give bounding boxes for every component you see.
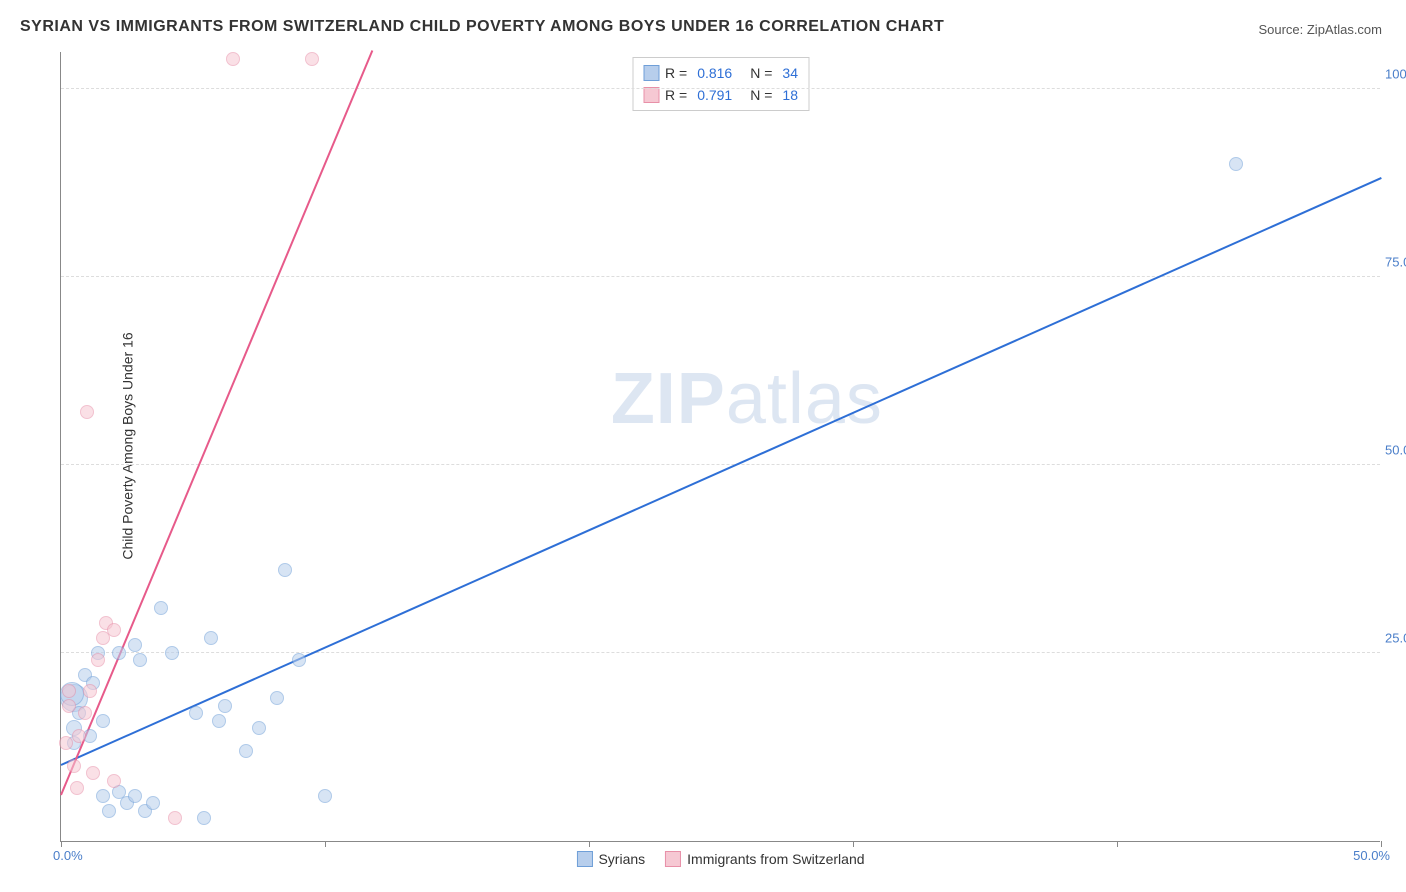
scatter-point: [59, 736, 73, 750]
legend-r-label: R =: [665, 62, 687, 84]
scatter-point: [218, 699, 232, 713]
watermark: ZIPatlas: [611, 358, 883, 440]
legend-series-name: Syrians: [598, 851, 645, 867]
scatter-point: [270, 691, 284, 705]
scatter-point: [107, 774, 121, 788]
scatter-point: [168, 811, 182, 825]
scatter-point: [107, 623, 121, 637]
y-tick-label: 25.0%: [1385, 630, 1406, 645]
scatter-point: [146, 796, 160, 810]
scatter-point: [133, 653, 147, 667]
watermark-bold: ZIP: [611, 359, 726, 439]
legend-n-label: N =: [750, 62, 772, 84]
scatter-point: [318, 789, 332, 803]
scatter-point: [197, 811, 211, 825]
legend-item: Syrians: [576, 851, 645, 867]
scatter-point: [72, 729, 86, 743]
scatter-point: [86, 766, 100, 780]
y-tick-label: 75.0%: [1385, 254, 1406, 269]
scatter-point: [80, 405, 94, 419]
legend-n-value: 34: [782, 62, 798, 84]
watermark-rest: atlas: [726, 359, 883, 439]
scatter-point: [128, 789, 142, 803]
gridline-h: [61, 464, 1380, 465]
x-tick-mark: [325, 841, 326, 847]
legend-swatch: [643, 65, 659, 81]
scatter-point: [305, 52, 319, 66]
correlation-legend: R =0.816N =34R =0.791N =18: [632, 57, 809, 111]
x-tick-mark: [1117, 841, 1118, 847]
regression-line: [61, 177, 1382, 766]
legend-r-value: 0.816: [697, 62, 732, 84]
legend-swatch: [665, 851, 681, 867]
scatter-point: [154, 601, 168, 615]
scatter-point: [252, 721, 266, 735]
scatter-point: [96, 789, 110, 803]
scatter-point: [62, 699, 76, 713]
x-tick-0: 0.0%: [53, 848, 83, 863]
gridline-h: [61, 276, 1380, 277]
plot-area: ZIPatlas R =0.816N =34R =0.791N =18 Syri…: [60, 52, 1380, 842]
scatter-point: [165, 646, 179, 660]
scatter-point: [226, 52, 240, 66]
scatter-point: [292, 653, 306, 667]
scatter-point: [70, 781, 84, 795]
y-tick-label: 100.0%: [1385, 66, 1406, 81]
source-attribution: Source: ZipAtlas.com: [1258, 22, 1382, 37]
chart-title: SYRIAN VS IMMIGRANTS FROM SWITZERLAND CH…: [20, 18, 944, 36]
x-tick-mark: [853, 841, 854, 847]
gridline-h: [61, 652, 1380, 653]
scatter-point: [212, 714, 226, 728]
scatter-point: [239, 744, 253, 758]
x-tick-mark: [61, 841, 62, 847]
gridline-h: [61, 88, 1380, 89]
legend-swatch: [576, 851, 592, 867]
legend-series-name: Immigrants from Switzerland: [687, 851, 864, 867]
x-tick-50: 50.0%: [1353, 848, 1390, 863]
scatter-point: [67, 759, 81, 773]
scatter-point: [112, 646, 126, 660]
x-tick-mark: [589, 841, 590, 847]
scatter-point: [96, 714, 110, 728]
source-name: ZipAtlas.com: [1307, 22, 1382, 37]
scatter-point: [1229, 157, 1243, 171]
scatter-point: [102, 804, 116, 818]
scatter-point: [189, 706, 203, 720]
source-prefix: Source:: [1258, 22, 1306, 37]
scatter-point: [128, 638, 142, 652]
scatter-point: [78, 706, 92, 720]
legend-row: R = 0.816 N = 34: [643, 62, 798, 84]
scatter-point: [62, 684, 76, 698]
scatter-point: [204, 631, 218, 645]
y-tick-label: 50.0%: [1385, 442, 1406, 457]
legend-item: Immigrants from Switzerland: [665, 851, 864, 867]
series-legend: Syrians Immigrants from Switzerland: [576, 851, 864, 867]
legend-swatch: [643, 87, 659, 103]
scatter-point: [91, 653, 105, 667]
regression-line: [60, 50, 373, 796]
scatter-point: [278, 563, 292, 577]
x-tick-mark: [1381, 841, 1382, 847]
scatter-point: [83, 684, 97, 698]
